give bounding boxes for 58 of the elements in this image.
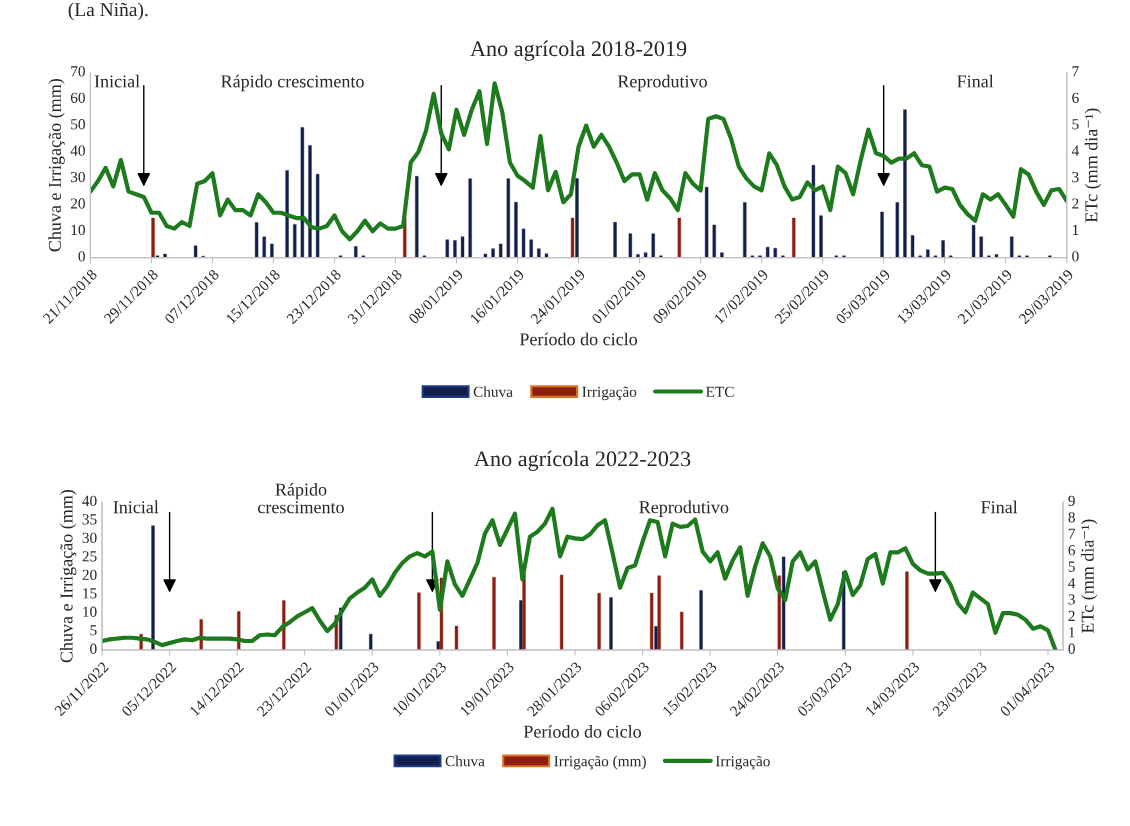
y-tick-label: 60 — [70, 92, 85, 103]
y2-tick-label: 6 — [1072, 92, 1079, 103]
y2-tick-label: 4 — [1071, 145, 1079, 156]
y-tick-label: 5 — [90, 625, 97, 636]
annotation: Reprodutivo — [639, 500, 729, 517]
x-axis-title: Período do ciclo — [523, 725, 641, 738]
y2-tick-label: 1 — [1069, 627, 1075, 638]
y2-tick-label: 2 — [1068, 610, 1075, 621]
y2-tick-label: 8 — [1068, 512, 1075, 523]
y2-axis-title: ETc (mm dia⁻¹) — [1081, 519, 1098, 634]
y2-tick-label: 0 — [1072, 251, 1079, 262]
y2-tick-label: 4 — [1068, 577, 1076, 589]
y-tick-label: 0 — [78, 251, 85, 262]
legend-label: Chuva — [473, 386, 513, 398]
y2-tick-label: 7 — [1068, 528, 1076, 539]
y-tick-label: 10 — [83, 606, 97, 617]
y2-tick-label: 3 — [1072, 171, 1079, 183]
y-axis-title: Chuva e Irrigação (mm) — [48, 79, 65, 252]
chart-title: Ano agrícola 2018-2019 — [470, 40, 687, 61]
y-tick-label: 0 — [90, 643, 97, 654]
x-axis-title: Período do ciclo — [519, 332, 638, 346]
annotation: Reprodutivo — [617, 74, 707, 92]
y-tick-label: 15 — [83, 588, 97, 599]
y-tick-label: 20 — [82, 569, 97, 580]
y2-tick-label: 2 — [1072, 198, 1079, 209]
y2-tick-label: 5 — [1072, 119, 1079, 130]
legend-label: ETC — [706, 386, 734, 398]
y-tick-label: 35 — [82, 514, 97, 525]
annotation: Final — [981, 500, 1018, 514]
y-tick-label: 20 — [70, 198, 85, 209]
y-tick-label: 10 — [71, 224, 85, 236]
y-tick-label: 30 — [70, 171, 85, 183]
y2-tick-label: 7 — [1072, 66, 1079, 77]
y2-tick-label: 9 — [1068, 495, 1075, 507]
y2-axis-title: ETc (mm dia⁻¹) — [1084, 108, 1102, 223]
y2-tick-label: 1 — [1072, 224, 1079, 235]
y-tick-label: 40 — [70, 145, 85, 156]
y2-tick-label: 3 — [1068, 594, 1075, 605]
y2-tick-label: 0 — [1068, 643, 1075, 654]
y-axis-title: Chuva e Irrigação (mm) — [59, 489, 77, 663]
y-tick-label: 25 — [82, 551, 97, 562]
y-tick-label: 70 — [71, 66, 85, 77]
annotation: Rápido crescimento — [221, 74, 364, 92]
annotation: Final — [957, 74, 994, 88]
y2-tick-label: 6 — [1068, 545, 1076, 556]
text: (La Niña). — [68, 2, 148, 21]
legend-label: Irrigação — [715, 755, 770, 770]
y-tick-label: 40 — [82, 495, 97, 507]
legend-label: Irrigação — [582, 386, 637, 401]
chart-title: Ano agrícola 2022-2023 — [474, 450, 691, 471]
y-tick-label: 30 — [82, 532, 97, 543]
y2-tick-label: 5 — [1068, 561, 1075, 572]
annotation: Inicial — [94, 74, 140, 88]
annotation: Inicial — [113, 500, 159, 514]
legend-label: Chuva — [445, 755, 485, 767]
y-tick-label: 50 — [71, 119, 85, 130]
annotation: Rápido crescimento — [258, 482, 344, 514]
legend-label: Irrigação (mm) — [554, 755, 646, 770]
